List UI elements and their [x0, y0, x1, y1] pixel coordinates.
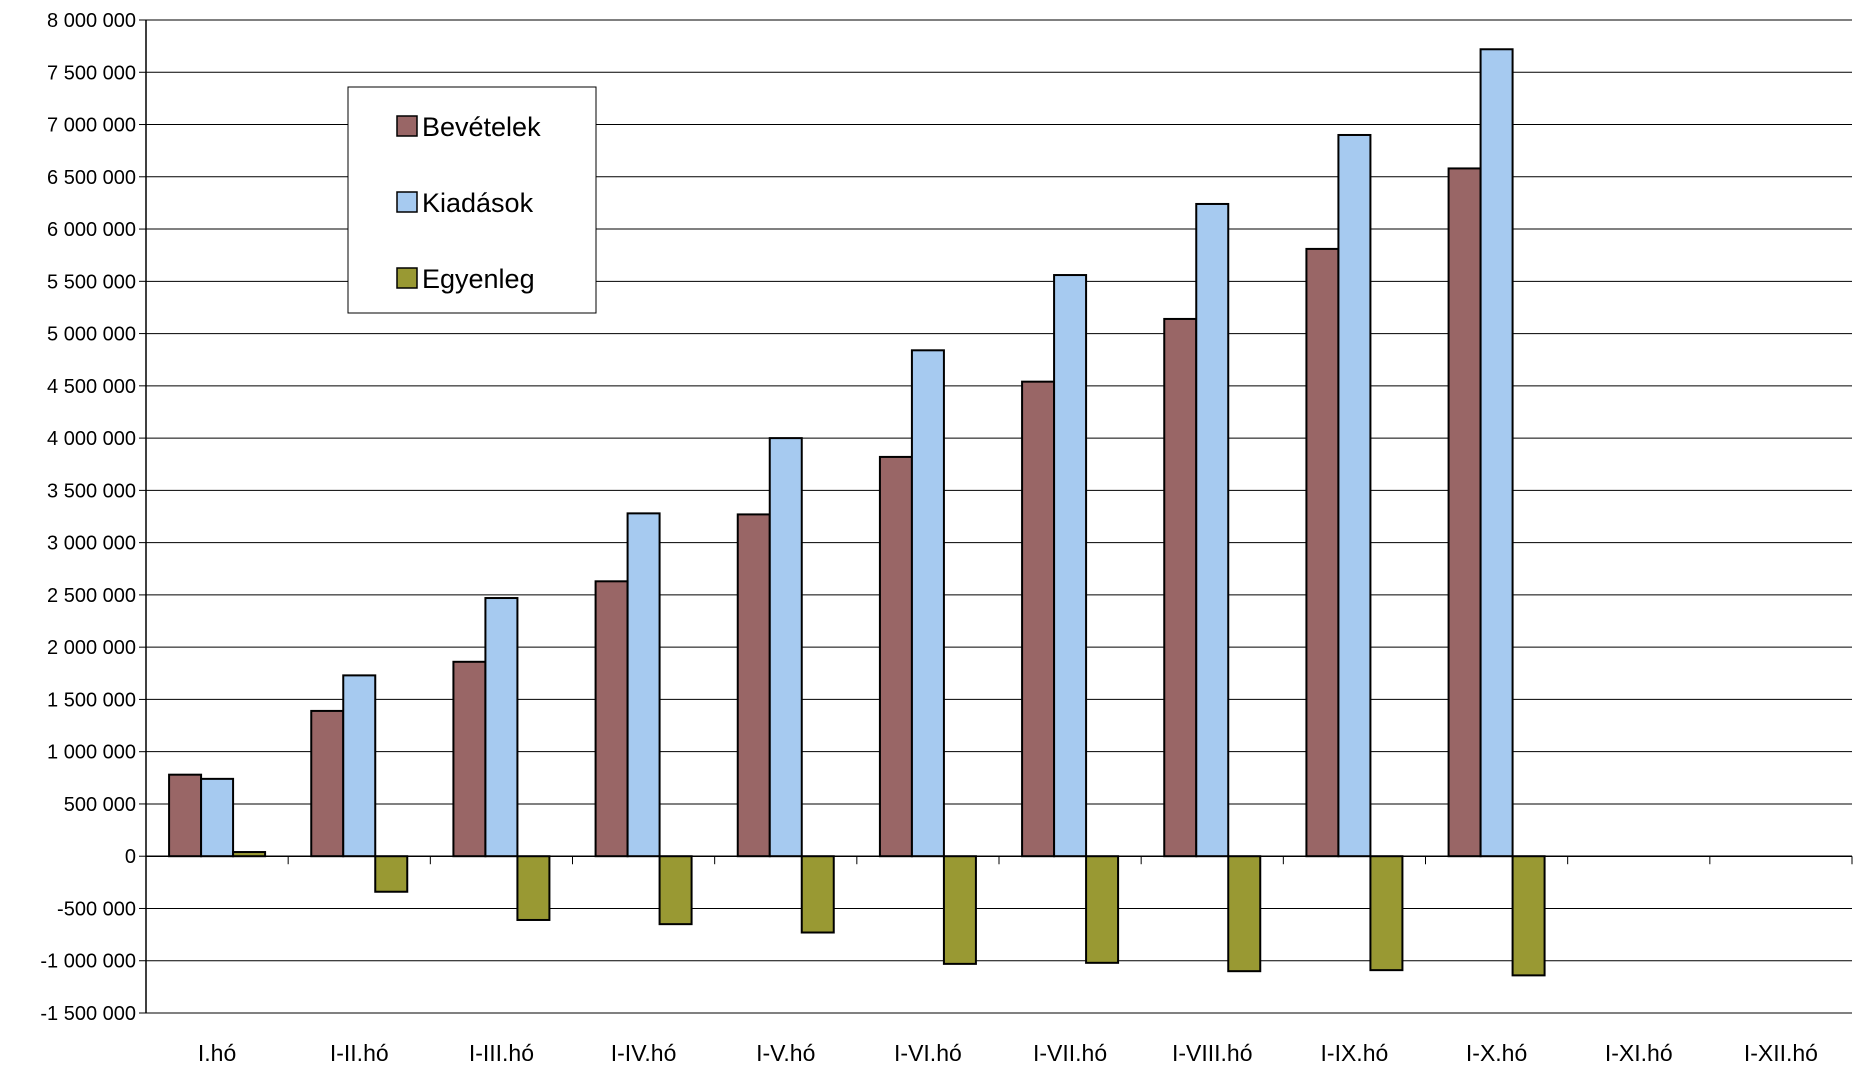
bar-2 [342, 674, 377, 858]
legend-label: Egyenleg [422, 264, 535, 294]
bar-2 [768, 437, 803, 858]
y-tick-label: -1 500 000 [40, 1003, 136, 1025]
y-tick-label: 500 000 [64, 794, 136, 816]
bar-3 [658, 855, 693, 926]
x-category-label: I-IV.hó [611, 1040, 677, 1065]
y-tick-label: 4 500 000 [47, 376, 136, 398]
y-tick-label: -1 000 000 [40, 951, 136, 973]
x-category-label: I-VII.hó [1033, 1040, 1107, 1065]
legend-swatch [396, 191, 418, 213]
y-tick-label: 7 500 000 [47, 62, 136, 84]
y-tick-label: 3 000 000 [47, 533, 136, 555]
bar-1 [1021, 380, 1056, 858]
bar-3 [800, 855, 835, 934]
bar-1 [878, 455, 913, 858]
bar-2 [626, 512, 661, 858]
x-category-label: I-III.hó [469, 1040, 534, 1065]
y-tick-label: 5 500 000 [47, 271, 136, 293]
x-category-label: I-II.hó [330, 1040, 389, 1065]
legend-label: Kiadások [422, 188, 534, 218]
legend-swatch [396, 115, 418, 137]
bar-1 [1305, 247, 1340, 858]
x-category-label: I-V.hó [756, 1040, 815, 1065]
bar-2 [1053, 274, 1088, 858]
y-tick-label: 1 000 000 [47, 742, 136, 764]
y-tick-label: 2 000 000 [47, 637, 136, 659]
bar-1 [168, 773, 203, 858]
bar-1 [594, 580, 629, 858]
y-tick-label: 5 000 000 [47, 324, 136, 346]
y-tick-label: 3 500 000 [47, 480, 136, 502]
x-category-label: I-VIII.hó [1172, 1040, 1253, 1065]
bar-3 [1227, 855, 1262, 973]
bar-1 [736, 513, 771, 858]
legend-label: Bevételek [422, 112, 541, 142]
y-tick-label: 7 000 000 [47, 115, 136, 137]
bar-1 [1447, 167, 1482, 858]
y-tick-label: 2 500 000 [47, 585, 136, 607]
y-tick-label: 4 000 000 [47, 428, 136, 450]
x-category-label: I.hó [198, 1040, 236, 1065]
y-axis-tick-labels: 8 000 000 7 500 000 7 000 000 6 500 000 6 00… [40, 10, 146, 1025]
x-category-label: I-X.hó [1466, 1040, 1527, 1065]
bar-3 [1369, 855, 1404, 972]
y-tick-label: 8 000 000 [47, 10, 136, 32]
x-category-label: I-XI.hó [1605, 1040, 1673, 1065]
bar-2 [200, 777, 235, 858]
bar-3 [1511, 855, 1546, 977]
bar-3 [1085, 855, 1120, 964]
y-tick-label: 1 500 000 [47, 689, 136, 711]
bar-2 [1195, 202, 1230, 858]
legend-box [347, 86, 597, 314]
x-axis-category-labels: I.hó I-II.hó I-III.hó I-IV.hó I-V.hó I-VI.hó I… [198, 1040, 1818, 1065]
bar-2 [1479, 48, 1514, 858]
bar-1 [310, 709, 345, 858]
bar-2 [484, 597, 519, 858]
bar-1 [1163, 317, 1198, 858]
y-tick-label: 6 000 000 [47, 219, 136, 241]
bar-3 [516, 855, 551, 921]
y-tick-label: 0 [125, 846, 136, 868]
y-tick-label: 6 500 000 [47, 167, 136, 189]
bar-3 [374, 855, 409, 893]
x-category-label: I-VI.hó [894, 1040, 962, 1065]
bar-3 [942, 855, 977, 965]
bar-2 [1337, 133, 1372, 858]
bar-2 [910, 349, 945, 858]
legend: Bevételek Kiadások Egyenleg [347, 86, 597, 314]
y-tick-label: -500 000 [57, 898, 136, 920]
bar-1 [452, 660, 487, 858]
axes [145, 20, 1853, 1013]
x-category-label: I-IX.hó [1321, 1040, 1389, 1065]
legend-swatch [396, 267, 418, 289]
x-category-label: I-XII.hó [1744, 1040, 1818, 1065]
